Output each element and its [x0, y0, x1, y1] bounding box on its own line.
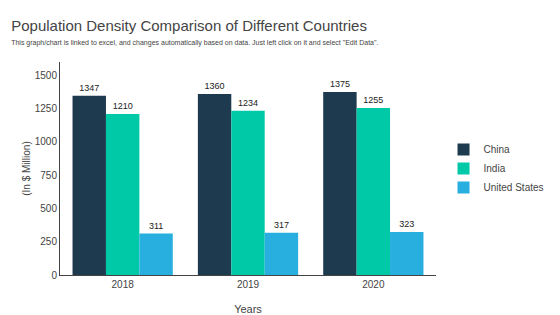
- svg-text:311: 311: [149, 221, 163, 231]
- svg-text:250: 250: [40, 236, 57, 247]
- svg-text:China: China: [484, 144, 511, 155]
- svg-text:This graph/chart is linked to: This graph/chart is linked to excel, and…: [11, 39, 378, 47]
- svg-text:500: 500: [40, 203, 57, 214]
- svg-text:0: 0: [51, 270, 57, 281]
- svg-text:1210: 1210: [113, 101, 133, 111]
- svg-text:1500: 1500: [35, 70, 58, 81]
- svg-text:2020: 2020: [362, 279, 385, 290]
- svg-text:750: 750: [40, 170, 57, 181]
- svg-text:1347: 1347: [79, 83, 99, 93]
- svg-text:Population Density Comparison: Population Density Comparison of Differe…: [11, 17, 367, 34]
- svg-text:1250: 1250: [35, 103, 58, 114]
- svg-text:317: 317: [274, 220, 289, 230]
- svg-text:1234: 1234: [238, 98, 258, 108]
- svg-text:323: 323: [399, 219, 414, 229]
- svg-text:United States: United States: [484, 182, 544, 193]
- svg-text:2018: 2018: [112, 279, 135, 290]
- svg-text:Years: Years: [234, 303, 262, 315]
- svg-text:1255: 1255: [363, 95, 383, 105]
- svg-text:1000: 1000: [35, 136, 58, 147]
- svg-text:1360: 1360: [205, 81, 225, 91]
- svg-text:2019: 2019: [237, 279, 260, 290]
- svg-text:(In $ Million): (In $ Million): [21, 141, 32, 195]
- svg-text:1375: 1375: [330, 79, 350, 89]
- svg-text:India: India: [484, 163, 506, 174]
